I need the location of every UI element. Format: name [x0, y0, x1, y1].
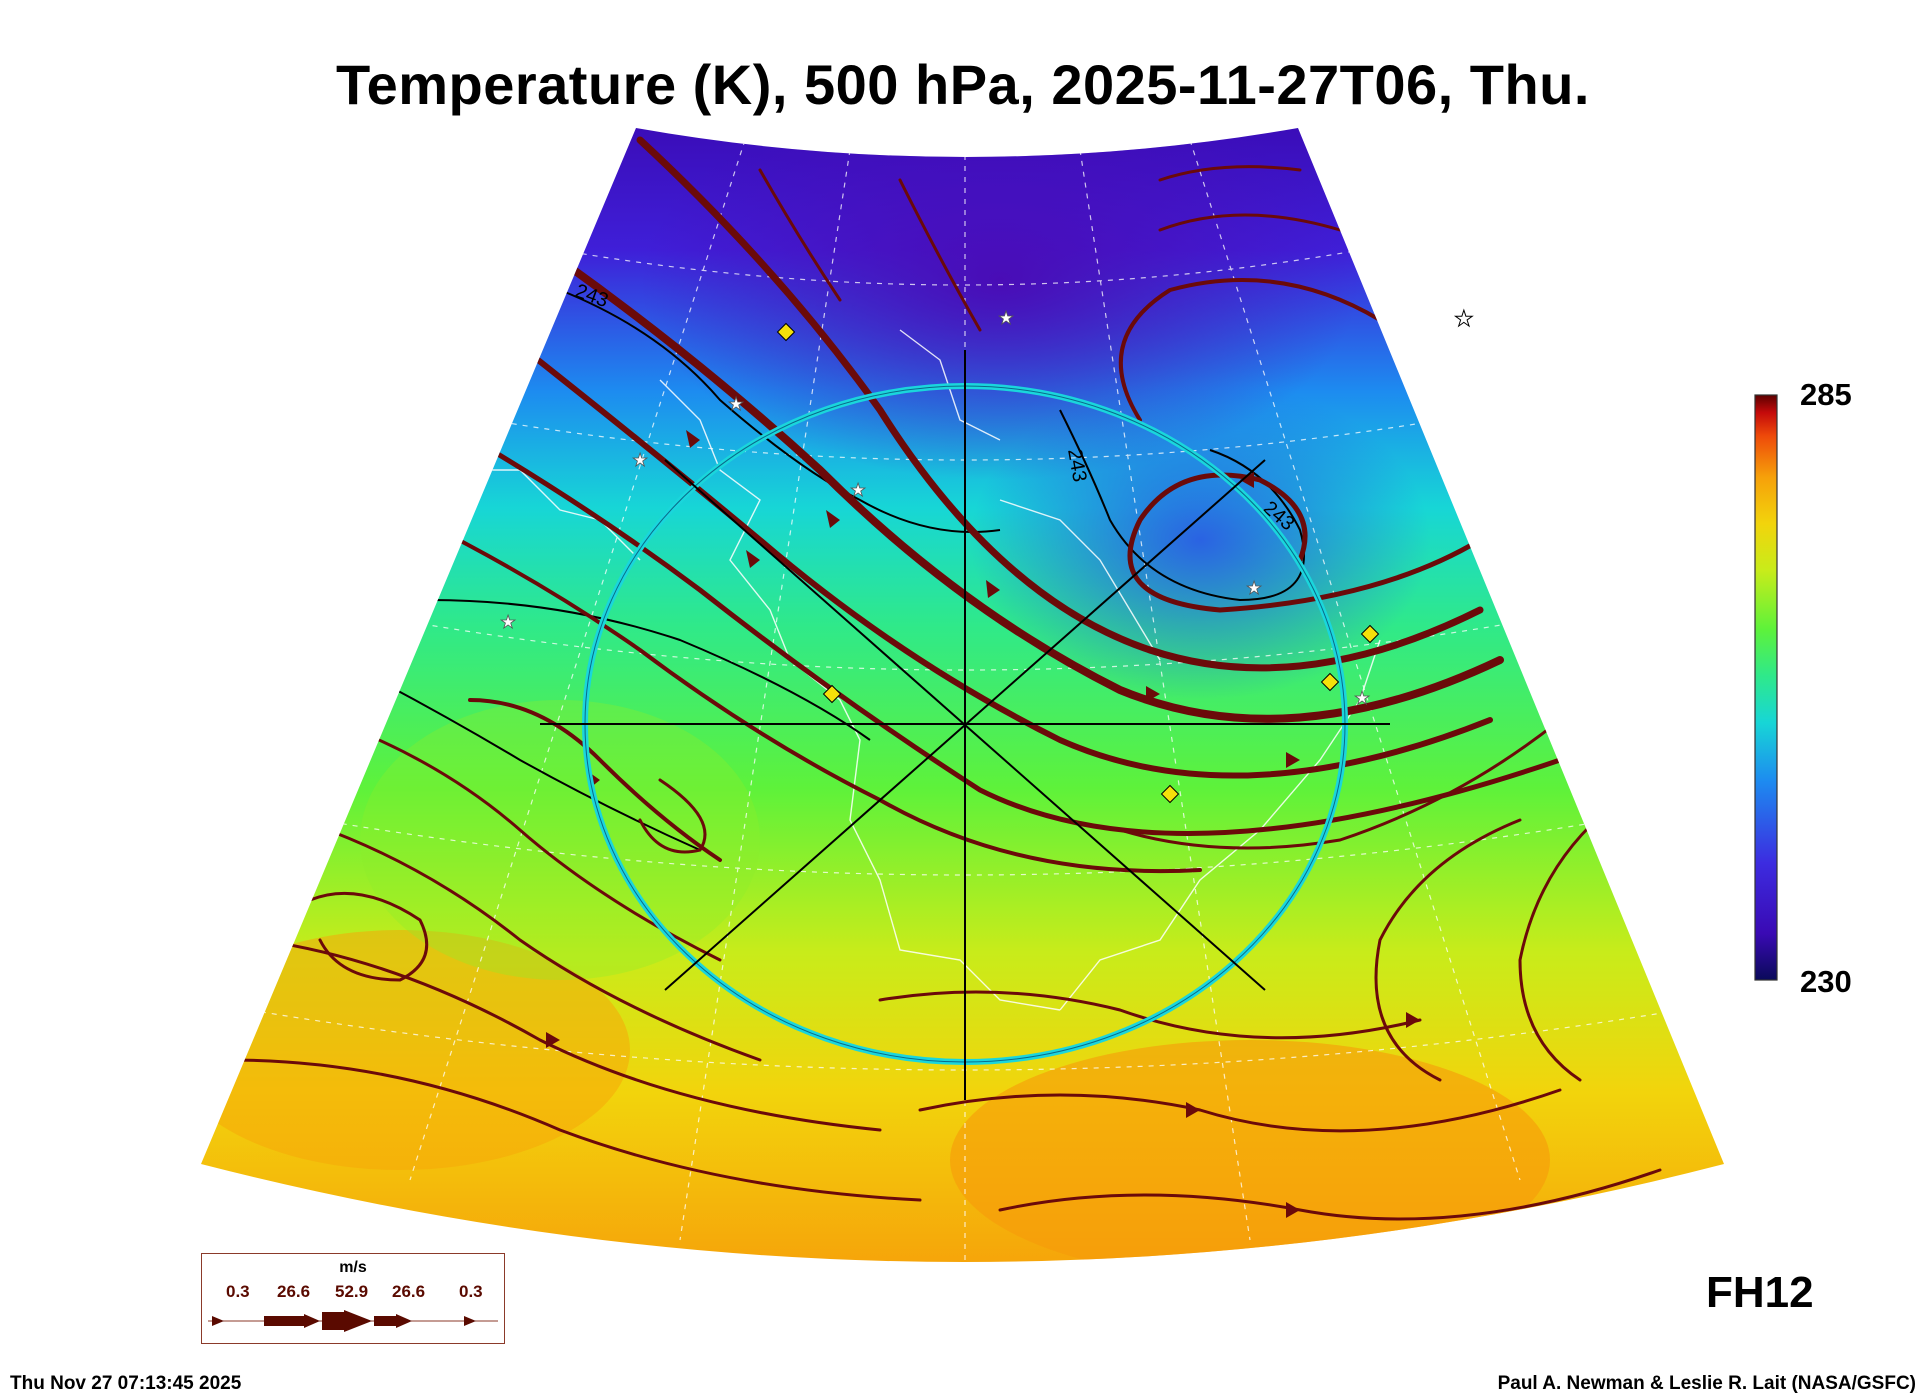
- legend-value: 0.3: [459, 1282, 483, 1301]
- legend-value: 52.9: [335, 1282, 369, 1301]
- chart-title: Temperature (K), 500 hPa, 2025-11-27T06,…: [336, 53, 1590, 116]
- legend-value: 0.3: [226, 1282, 250, 1301]
- legend-arrow: [208, 1310, 498, 1332]
- svg-text:★: ★: [500, 612, 516, 633]
- svg-text:★: ★: [998, 308, 1014, 329]
- map-field: 243 243 243 ★ ★ ★ ★ ★ ★ ★ ★: [201, 128, 1724, 1262]
- wind-speed-legend: m/s 0.3 26.6 52.9 26.6 0.3: [201, 1253, 505, 1344]
- footer-timestamp: Thu Nov 27 07:13:45 2025: [10, 1373, 242, 1394]
- streamline-arrows: [546, 430, 1420, 1218]
- colorbar-min-label: 230: [1800, 964, 1852, 999]
- svg-text:★: ★: [1472, 526, 1488, 547]
- svg-text:★: ★: [632, 450, 648, 471]
- colorbar: [1754, 394, 1778, 981]
- forecast-hour: FH12: [1706, 1268, 1814, 1317]
- footer-credit: Paul A. Newman & Leslie R. Lait (NASA/GS…: [1497, 1373, 1916, 1394]
- svg-text:★: ★: [850, 480, 866, 501]
- legend-value: 26.6: [392, 1282, 426, 1301]
- legend-value: 26.6: [277, 1282, 311, 1301]
- diamond-markers: [776, 322, 1380, 804]
- wind-streamlines: [228, 136, 1662, 1221]
- legend-unit: m/s: [339, 1259, 367, 1276]
- crosshair: [540, 350, 1390, 1100]
- svg-text:★: ★: [1246, 578, 1262, 599]
- svg-text:★: ★: [728, 394, 744, 415]
- svg-text:★: ★: [1354, 688, 1370, 709]
- star-marker-outside: ★: [1454, 307, 1474, 332]
- colorbar-max-label: 285: [1800, 377, 1852, 412]
